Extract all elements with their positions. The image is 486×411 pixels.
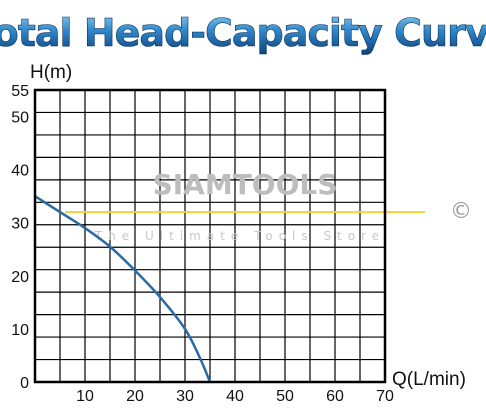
x-tick-label: 50 bbox=[276, 388, 294, 405]
x-tick-label: 20 bbox=[126, 388, 144, 405]
x-tick-label: 10 bbox=[76, 388, 94, 405]
y-tick-label: 50 bbox=[11, 110, 29, 127]
watermark-tagline: The Ultimate Tools Store bbox=[94, 229, 385, 243]
x-tick-label: 40 bbox=[226, 388, 244, 405]
chart-title: Total Head-Capacity Curve bbox=[0, 11, 486, 55]
x-tick-label: 30 bbox=[176, 388, 194, 405]
watermark-text: SIAMTOOLS bbox=[153, 168, 338, 201]
y-tick-label: 20 bbox=[11, 269, 29, 286]
x-tick-label: 70 bbox=[376, 388, 394, 405]
plot-frame bbox=[33, 88, 387, 384]
tick-labels: 0 10 20 30 40 50 55 10 20 30 40 50 60 70 bbox=[11, 83, 394, 405]
series-group bbox=[34, 195, 212, 383]
watermark: SIAMTOOLS The Ultimate Tools Store © bbox=[94, 168, 472, 243]
copyright-icon: © bbox=[450, 199, 472, 224]
y-tick-label: 55 bbox=[11, 83, 29, 100]
y-tick-label: 40 bbox=[11, 163, 29, 180]
x-tick-label: 60 bbox=[326, 388, 344, 405]
x-axis-label: Q(L/min) bbox=[392, 369, 466, 390]
y-tick-label: 0 bbox=[20, 375, 29, 392]
y-axis-label: H(m) bbox=[30, 62, 72, 83]
y-tick-label: 30 bbox=[11, 216, 29, 233]
series-line bbox=[34, 195, 212, 383]
grid bbox=[35, 90, 385, 382]
y-tick-label: 10 bbox=[11, 322, 29, 339]
